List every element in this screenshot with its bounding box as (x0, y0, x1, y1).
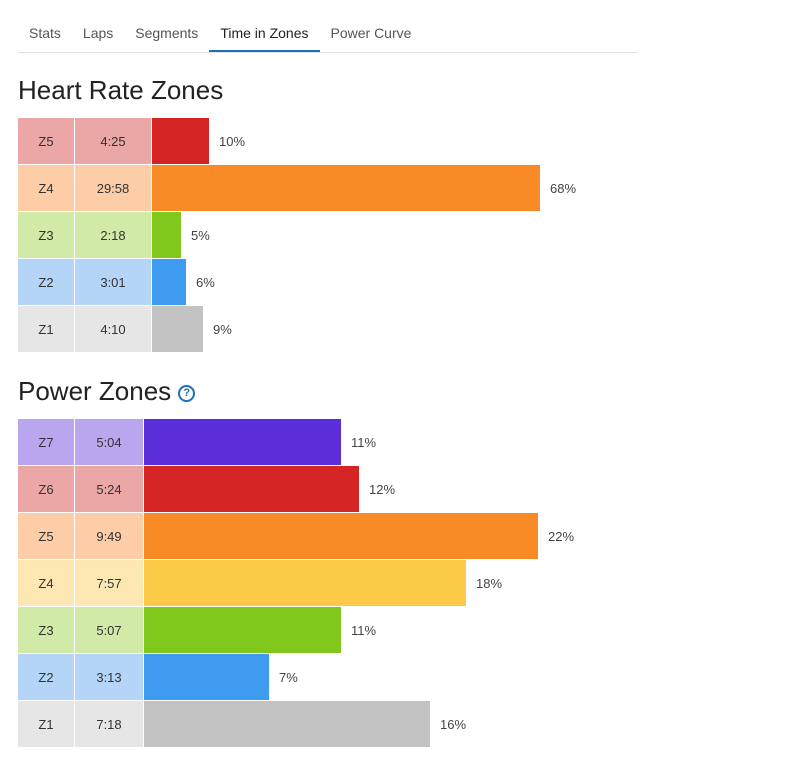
tab-segments[interactable]: Segments (135, 25, 199, 41)
zone-percent: 12% (369, 481, 396, 497)
zone-label: Z3 (18, 607, 75, 653)
zone-bar-area: 68% (152, 165, 576, 211)
zone-percent: 6% (196, 274, 215, 290)
zone-label: Z6 (18, 466, 75, 512)
zone-row-z4: Z4 7:57 18% (18, 560, 575, 607)
zone-bar-area: 16% (144, 701, 466, 747)
power-zones-title-text: Power Zones (18, 376, 172, 406)
zone-bar-area: 7% (144, 654, 298, 700)
zone-percent: 10% (219, 133, 246, 149)
zone-percent: 7% (279, 669, 298, 685)
zone-bar-area: 11% (144, 419, 376, 465)
zone-time: 4:25 (75, 118, 152, 164)
zone-label: Z2 (18, 259, 75, 305)
zone-time: 7:18 (75, 701, 144, 747)
zone-bar-area: 9% (152, 306, 232, 352)
tab-time-in-zones[interactable]: Time in Zones (209, 16, 320, 52)
zone-row-z5: Z5 4:25 10% (18, 118, 577, 165)
zone-time: 9:49 (75, 513, 144, 559)
zone-label: Z5 (18, 118, 75, 164)
zone-row-z2: Z2 3:01 6% (18, 259, 577, 306)
zone-row-z6: Z6 5:24 12% (18, 466, 575, 513)
zone-time: 5:07 (75, 607, 144, 653)
zone-time: 4:10 (75, 306, 152, 352)
zone-bar (144, 701, 430, 747)
zone-bar (152, 306, 203, 352)
zone-percent: 9% (213, 321, 232, 337)
zone-label: Z1 (18, 306, 75, 352)
zone-percent: 16% (440, 716, 467, 732)
zone-row-z7: Z7 5:04 11% (18, 419, 575, 466)
zone-bar (144, 513, 538, 559)
zone-bar (144, 607, 341, 653)
zone-bar-area: 11% (144, 607, 376, 653)
zone-bar-area: 5% (152, 212, 210, 258)
zone-row-z1: Z1 4:10 9% (18, 306, 577, 353)
zone-percent: 22% (548, 528, 575, 544)
zone-time: 29:58 (75, 165, 152, 211)
heart-rate-zones-table: Z5 4:25 10% Z4 29:58 68% Z3 2:18 5% Z2 3:01 6% Z1 4:1… (18, 118, 577, 353)
zone-bar (144, 419, 341, 465)
zone-bar (152, 118, 209, 164)
zone-label: Z5 (18, 513, 75, 559)
zone-time: 2:18 (75, 212, 152, 258)
zone-row-z3: Z3 5:07 11% (18, 607, 575, 654)
zone-time: 5:24 (75, 466, 144, 512)
zone-row-z4: Z4 29:58 68% (18, 165, 577, 212)
zone-bar-area: 18% (144, 560, 502, 606)
zone-bar (152, 259, 186, 305)
zone-time: 7:57 (75, 560, 144, 606)
zone-bar-area: 22% (144, 513, 574, 559)
zone-label: Z2 (18, 654, 75, 700)
tab-stats[interactable]: Stats (29, 25, 61, 41)
tab-bar: Stats Laps Segments Time in Zones Power … (18, 16, 637, 53)
zone-time: 5:04 (75, 419, 144, 465)
power-zones-title: Power Zones ? (18, 375, 196, 407)
heart-rate-zones-title-text: Heart Rate Zones (18, 75, 224, 105)
help-circle-icon[interactable]: ? (178, 384, 196, 402)
zone-row-z2: Z2 3:13 7% (18, 654, 575, 701)
zone-label: Z3 (18, 212, 75, 258)
zone-label: Z4 (18, 165, 75, 211)
tab-laps[interactable]: Laps (82, 25, 114, 41)
zone-bar-area: 6% (152, 259, 215, 305)
zone-time: 3:01 (75, 259, 152, 305)
zone-row-z1: Z1 7:18 16% (18, 701, 575, 748)
zone-label: Z1 (18, 701, 75, 747)
zone-bar (144, 654, 269, 700)
zone-percent: 68% (550, 180, 577, 196)
zone-percent: 5% (191, 227, 210, 243)
zone-label: Z4 (18, 560, 75, 606)
zone-bar (144, 560, 466, 606)
zone-percent: 11% (351, 622, 377, 638)
zone-label: Z7 (18, 419, 75, 465)
zone-bar (152, 212, 181, 258)
tab-power-curve[interactable]: Power Curve (330, 25, 412, 41)
zone-percent: 11% (351, 434, 377, 450)
zone-bar (152, 165, 540, 211)
zone-row-z5: Z5 9:49 22% (18, 513, 575, 560)
zone-bar-area: 12% (144, 466, 395, 512)
heart-rate-zones-title: Heart Rate Zones (18, 74, 223, 106)
zone-bar-area: 10% (152, 118, 245, 164)
zone-time: 3:13 (75, 654, 144, 700)
zone-bar (144, 466, 359, 512)
zone-percent: 18% (476, 575, 503, 591)
power-zones-table: Z7 5:04 11% Z6 5:24 12% Z5 9:49 22% Z4 7:57 18% Z3 5:… (18, 419, 575, 748)
zone-row-z3: Z3 2:18 5% (18, 212, 577, 259)
